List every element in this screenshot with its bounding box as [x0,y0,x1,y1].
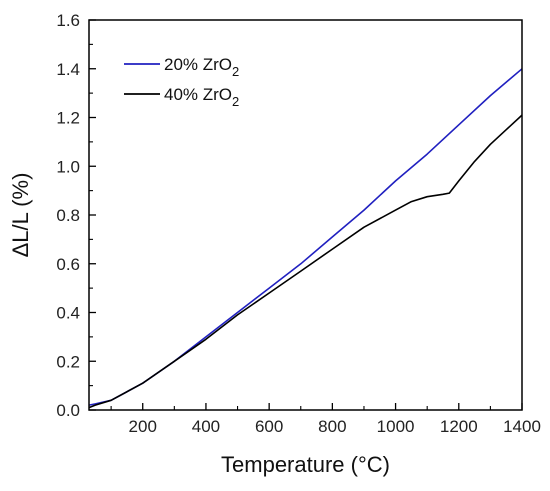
y-axis-label: ΔL/L (%) [8,173,33,258]
legend-label: 20% ZrO2 [164,55,239,79]
x-tick-label: 400 [192,417,220,436]
x-tick-label: 200 [129,417,157,436]
x-tick-label: 1000 [377,417,415,436]
series-line-1 [88,114,523,409]
x-tick-label: 600 [255,417,283,436]
y-tick-label: 0.0 [56,401,80,420]
axis-ticks: 200 400 600 800 1000 1200 1400 0.0 0.2 0.4 0.6 0.8 1… [56,11,541,436]
x-tick-label: 800 [318,417,346,436]
x-axis-label: Temperature (°C) [221,452,390,477]
y-tick-label: 1.4 [56,60,80,79]
chart-marks [88,68,523,409]
y-tick-label: 1.2 [56,109,80,128]
x-tick-label: 1200 [440,417,478,436]
y-tick-label: 0.4 [56,304,80,323]
series-line-0 [88,68,523,406]
y-tick-label: 1.6 [56,11,80,30]
legend-label: 40% ZrO2 [164,85,239,109]
y-tick-label: 1.0 [56,157,80,176]
legend: 20% ZrO2 40% ZrO2 [124,55,239,109]
y-tick-label: 0.8 [56,206,80,225]
x-tick-label: 1400 [503,417,541,436]
y-tick-label: 0.6 [56,255,80,274]
plot-frame [88,19,523,411]
y-tick-label: 0.2 [56,352,80,371]
